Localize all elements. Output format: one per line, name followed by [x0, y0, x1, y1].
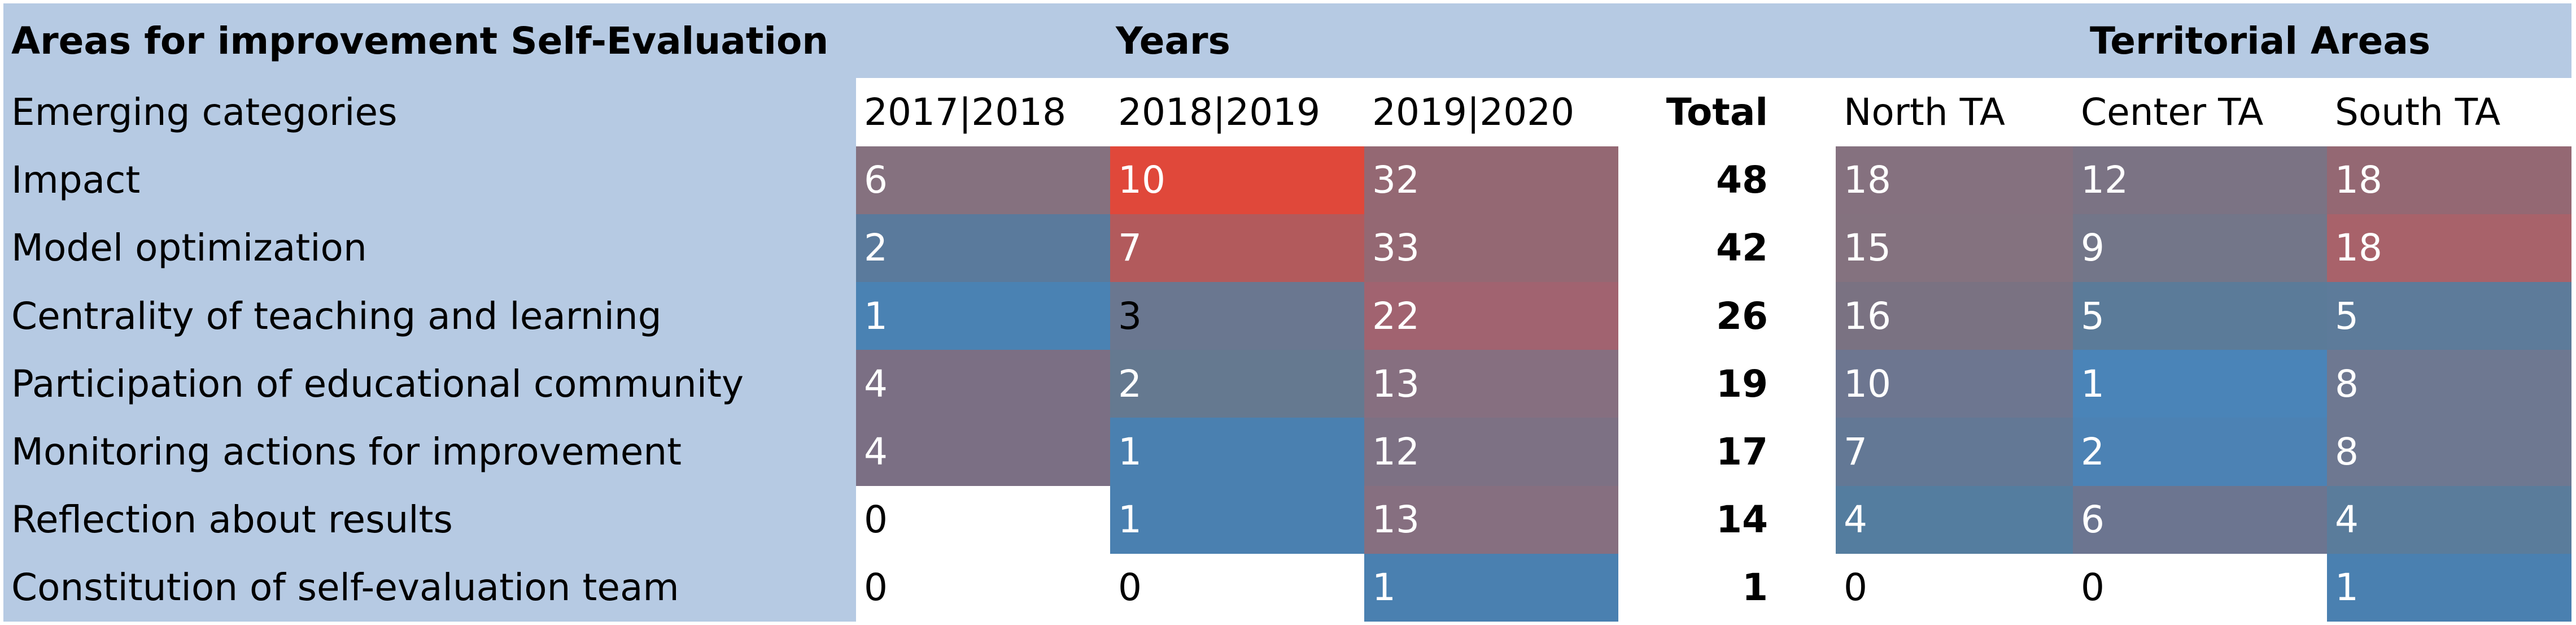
heatmap-table: Areas for improvement Self-Evaluation Ye… [3, 3, 2572, 622]
heatmap-cell: 22 [1364, 281, 1618, 350]
heatmap-cell: 4 [2327, 485, 2572, 554]
total-cell: 19 [1618, 350, 1836, 418]
heatmap-cell: 6 [2073, 485, 2327, 554]
column-header-row: Emerging categories 2017|2018 2018|2019 … [3, 78, 2572, 146]
table-row: Centrality of teaching and learning 1 3 22 2… [3, 281, 2572, 350]
heatmap-cell: 15 [1836, 214, 2073, 282]
heatmap-cell: 0 [856, 553, 1110, 622]
heatmap-cell: 2 [856, 214, 1110, 282]
total-cell: 17 [1618, 418, 1836, 486]
heatmap-cell: 8 [2327, 418, 2572, 486]
heatmap-cell: 8 [2327, 350, 2572, 418]
heatmap-cell: 7 [1836, 418, 2073, 486]
heatmap-cell: 1 [1110, 418, 1364, 486]
heatmap-cell: 32 [1364, 146, 1618, 214]
total-cell: 26 [1618, 281, 1836, 350]
category-label: Centrality of teaching and learning [3, 281, 856, 350]
heatmap-cell: 0 [1110, 553, 1364, 622]
heatmap-cell: 1 [856, 281, 1110, 350]
table-row: Monitoring actions for improvement 4 1 12 17… [3, 418, 2572, 486]
heatmap-cell: 13 [1364, 350, 1618, 418]
heatmap-cell: 16 [1836, 281, 2073, 350]
heatmap-cell: 1 [2073, 350, 2327, 418]
heatmap-cell: 4 [1836, 485, 2073, 554]
table-row: Constitution of self-evaluation team 0 0 1 1… [3, 553, 2572, 622]
category-label: Impact [3, 146, 856, 214]
heatmap-cell: 1 [2327, 553, 2572, 622]
table-title: Areas for improvement Self-Evaluation [3, 3, 856, 79]
heatmap-cell: 18 [2327, 146, 2572, 214]
category-label: Monitoring actions for improvement [3, 418, 856, 486]
heatmap-cell: 6 [856, 146, 1110, 214]
heatmap-cell: 7 [1110, 214, 1364, 282]
table-row: Reflection about results 0 1 13 14 4 6 4 [3, 485, 2572, 554]
heatmap-cell: 18 [2327, 214, 2572, 282]
category-label: Reflection about results [3, 485, 856, 554]
years-group-header: Years [856, 3, 1836, 79]
heatmap-cell: 2 [2073, 418, 2327, 486]
category-label: Participation of educational community [3, 350, 856, 418]
heatmap-cell: 12 [2073, 146, 2327, 214]
group-header-row: Areas for improvement Self-Evaluation Ye… [3, 3, 2572, 79]
heatmap-cell: 4 [856, 418, 1110, 486]
heatmap-cell: 0 [856, 485, 1110, 554]
territorial-areas-group-header: Territorial Areas [1836, 3, 2572, 79]
column-header: North TA [1836, 78, 2073, 146]
heatmap-cell: 0 [2073, 553, 2327, 622]
heatmap-cell: 3 [1110, 281, 1364, 350]
heatmap-cell: 10 [1836, 350, 2073, 418]
heatmap-cell: 33 [1364, 214, 1618, 282]
heatmap-cell: 9 [2073, 214, 2327, 282]
column-header: 2018|2019 [1110, 78, 1364, 146]
heatmap-cell: 12 [1364, 418, 1618, 486]
heatmap-cell: 4 [856, 350, 1110, 418]
heatmap-cell: 18 [1836, 146, 2073, 214]
column-header: 2017|2018 [856, 78, 1110, 146]
column-header: South TA [2327, 78, 2572, 146]
column-header: Center TA [2073, 78, 2327, 146]
heatmap-cell: 5 [2327, 281, 2572, 350]
heatmap-cell: 1 [1110, 485, 1364, 554]
total-cell: 48 [1618, 146, 1836, 214]
total-cell: 1 [1618, 553, 1836, 622]
table-row: Model optimization 2 7 33 42 15 9 18 [3, 214, 2572, 282]
total-header: Total [1618, 78, 1836, 146]
category-label: Model optimization [3, 214, 856, 282]
heatmap-cell: 13 [1364, 485, 1618, 554]
table-row: Participation of educational community 4 2… [3, 350, 2572, 418]
heatmap-body: Areas for improvement Self-Evaluation Ye… [3, 3, 2572, 622]
table-row: Impact 6 10 32 48 18 12 18 [3, 146, 2572, 214]
heatmap-cell: 1 [1364, 553, 1618, 622]
column-header: 2019|2020 [1364, 78, 1618, 146]
row-header-label: Emerging categories [3, 78, 856, 146]
category-label: Constitution of self-evaluation team [3, 553, 856, 622]
heatmap-cell: 10 [1110, 146, 1364, 214]
heatmap-cell: 5 [2073, 281, 2327, 350]
total-cell: 42 [1618, 214, 1836, 282]
total-cell: 14 [1618, 485, 1836, 554]
heatmap-cell: 0 [1836, 553, 2073, 622]
heatmap-cell: 2 [1110, 350, 1364, 418]
